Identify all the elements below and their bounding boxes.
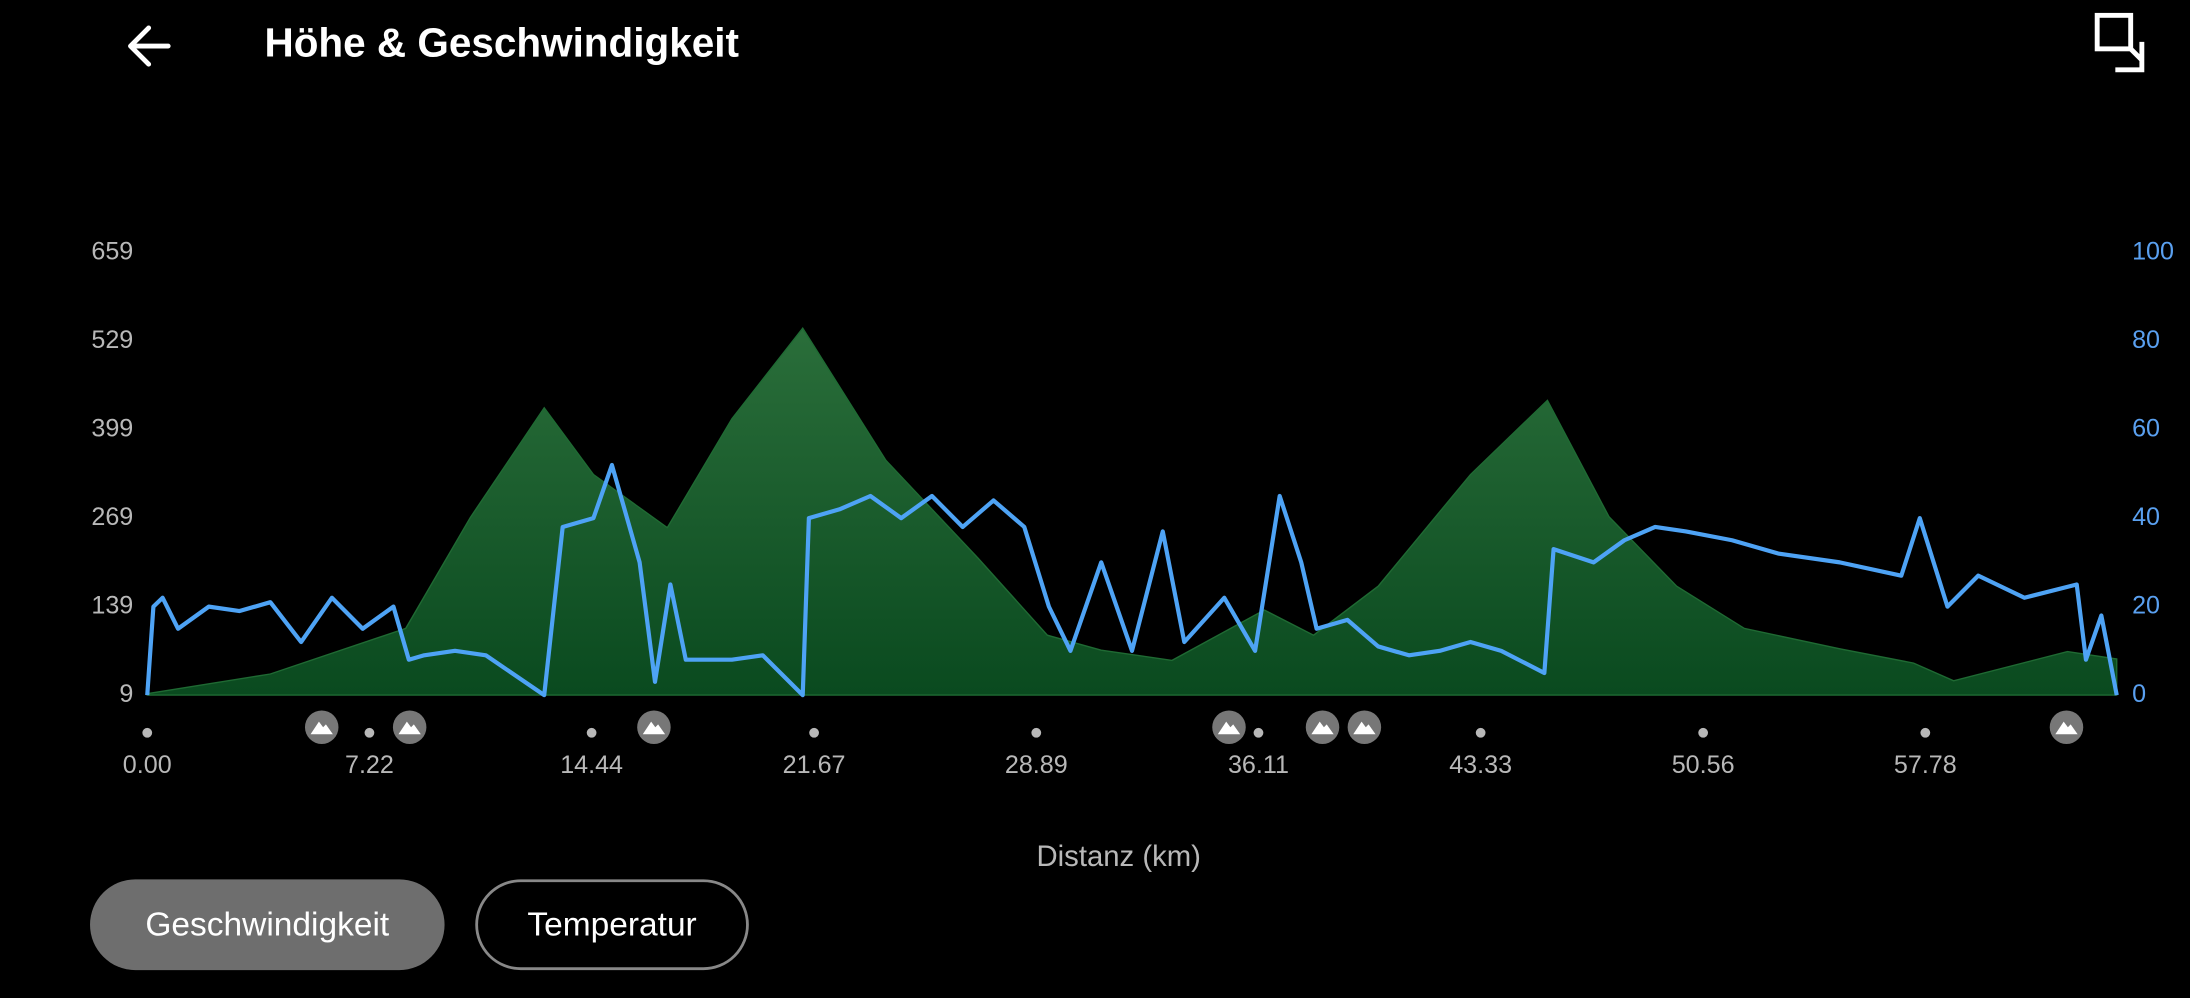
x-axis-label: Distanz (km) — [1037, 840, 1201, 873]
x-tick-dot — [1031, 727, 1042, 738]
x-tick-dot — [809, 727, 819, 738]
x-tick-dot — [1253, 727, 1264, 738]
x-tick-label: 14.44 — [560, 751, 623, 779]
button-label: Temperatur — [527, 907, 696, 944]
waypoint-icon — [1212, 710, 1246, 744]
x-tick-dot — [1920, 727, 1931, 738]
speed-button[interactable]: Geschwindigkeit — [90, 879, 445, 971]
x-tick-label: 0.00 — [123, 751, 172, 779]
waypoint-icon — [637, 710, 671, 744]
x-tick-dot — [1698, 727, 1709, 738]
page-title: Höhe & Geschwindigkeit — [264, 20, 738, 66]
waypoint-icon — [1347, 710, 1382, 744]
y2-tick-label: 60 — [2132, 414, 2160, 442]
y2-tick-label: 100 — [2132, 237, 2174, 265]
x-tick-label: 7.22 — [345, 751, 394, 779]
waypoint-icon — [304, 710, 339, 744]
x-tick-label: 21.67 — [783, 751, 846, 779]
y2-tick-label: 40 — [2132, 503, 2160, 531]
fullscreen-button[interactable] — [2094, 12, 2145, 73]
y2-tick-label: 20 — [2132, 591, 2160, 619]
y-tick-label: 9 — [119, 680, 133, 708]
x-tick-label: 36.11 — [1228, 751, 1289, 779]
y-tick-label: 529 — [91, 326, 133, 354]
elevation-area — [146, 326, 2118, 696]
x-tick-label: 57.78 — [1894, 751, 1957, 779]
y2-tick-label: 80 — [2132, 326, 2160, 354]
y2-tick-label: 0 — [2132, 680, 2146, 708]
temperature-button[interactable]: Temperatur — [475, 879, 749, 971]
button-label: Geschwindigkeit — [145, 907, 390, 944]
x-tick-label: 28.89 — [1005, 751, 1068, 779]
x-tick-dot — [364, 727, 375, 738]
waypoint-icons — [304, 710, 2084, 744]
speed-line — [145, 462, 2119, 698]
plot: 9 139 269 399 529 659 0 20 40 60 80 100 0.00 7.22 14.4… — [91, 237, 2174, 779]
y-tick-label: 269 — [91, 503, 133, 531]
waypoint-icon — [1305, 710, 1340, 744]
x-tick-dot — [586, 727, 597, 738]
y-tick-label: 399 — [91, 414, 133, 442]
x-tick-label: 43.33 — [1449, 751, 1512, 779]
x-tick-dot — [1475, 727, 1486, 738]
waypoint-icon — [2049, 710, 2084, 744]
waypoint-icon — [392, 710, 427, 744]
x-tick-label: 50.56 — [1672, 751, 1735, 779]
y-tick-label: 139 — [91, 591, 133, 619]
y-tick-label: 659 — [91, 237, 133, 265]
x-tick-dot — [142, 727, 153, 738]
back-button[interactable] — [128, 25, 171, 67]
